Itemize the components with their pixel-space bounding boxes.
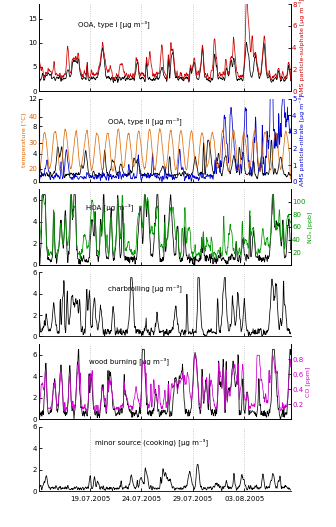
Text: wood burning [μg m⁻³]: wood burning [μg m⁻³] <box>89 357 169 365</box>
Text: charbroiling [μg m⁻³]: charbroiling [μg m⁻³] <box>108 284 181 291</box>
Text: OOA, type I [μg m⁻³]: OOA, type I [μg m⁻³] <box>78 20 150 27</box>
Y-axis label: NOₓ [ppb]: NOₓ [ppb] <box>308 211 313 242</box>
Y-axis label: AMS particle-sulphate [μg m⁻³]: AMS particle-sulphate [μg m⁻³] <box>299 0 305 96</box>
Y-axis label: AMS particle-nitrate [μg m⁻³]: AMS particle-nitrate [μg m⁻³] <box>299 94 305 186</box>
Y-axis label: CO [ppm]: CO [ppm] <box>306 366 311 397</box>
Text: OOA, type II [μg m⁻³]: OOA, type II [μg m⁻³] <box>108 117 181 124</box>
Text: HOA [μg m⁻³]: HOA [μg m⁻³] <box>86 203 133 210</box>
Text: minor source (cooking) [μg m⁻³]: minor source (cooking) [μg m⁻³] <box>95 438 209 446</box>
Y-axis label: temperature [°C]: temperature [°C] <box>22 113 27 167</box>
